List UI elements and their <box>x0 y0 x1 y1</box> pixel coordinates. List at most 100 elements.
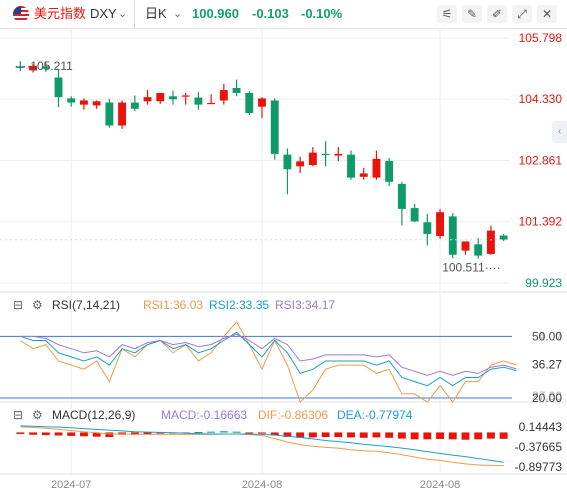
rsi-y-tick-overlap: 27.00 <box>532 389 562 403</box>
macd-bar <box>92 432 101 437</box>
last-price: 100.960 <box>192 6 239 21</box>
y-tick-label: 99.923 <box>525 276 562 290</box>
dif-line <box>20 426 504 466</box>
price-change: -0.103 <box>252 6 289 21</box>
macd-bar <box>448 432 457 440</box>
gear-icon[interactable]: ⚙ <box>32 408 43 422</box>
gear-icon[interactable]: ⚙ <box>32 298 43 312</box>
fullscreen-icon[interactable]: ⤢ <box>512 5 532 23</box>
macd-bar <box>423 432 432 440</box>
y-tick-label: 102.861 <box>519 153 563 167</box>
candle <box>16 66 25 68</box>
macd-bar <box>219 431 228 433</box>
candle <box>80 100 88 105</box>
dea-legend: DEA:-0.77974 <box>337 408 413 422</box>
candle <box>156 92 165 102</box>
candle <box>105 102 114 126</box>
macd-y-tick: -0.89773 <box>515 460 563 474</box>
macd-y-tick: 0.14443 <box>519 420 563 434</box>
candle <box>270 100 279 154</box>
collapse-icon[interactable]: ⊟ <box>13 408 24 422</box>
macd-bar <box>486 432 495 439</box>
candle <box>207 102 216 105</box>
macd-bar <box>130 432 139 435</box>
chart-settings-icon[interactable]: ⚟ <box>437 5 457 23</box>
collapse-icon[interactable]: ⊟ <box>13 298 24 312</box>
macd-bar <box>207 431 216 433</box>
chevron-down-icon[interactable]: ⌄ <box>173 8 183 20</box>
candle <box>486 230 495 254</box>
macd-bar <box>347 432 355 438</box>
macd-bar <box>194 432 203 434</box>
candle <box>29 65 38 71</box>
candle <box>474 244 483 256</box>
rsi-y-tick: 20.00 <box>532 391 562 405</box>
candle <box>232 87 241 93</box>
rsi-y-tick-overlap: 54.07 <box>532 329 562 343</box>
candle <box>258 98 266 107</box>
candle <box>92 101 101 106</box>
us-flag-icon <box>13 6 29 22</box>
candle <box>334 153 343 156</box>
candle <box>448 216 457 255</box>
rsi2-legend: RSI2:33.35 <box>209 298 270 312</box>
macd-bar <box>54 432 63 436</box>
close-icon[interactable]: ✕ <box>537 5 557 23</box>
chevron-down-icon[interactable]: ⌄ <box>118 8 128 20</box>
y-tick-label: 105.798 <box>519 31 563 45</box>
chart-header: 美元指数 DXY ⌄ 日K ⌄ 100.960 -0.103 -0.10% ⚟ … <box>0 0 567 29</box>
index-name: 美元指数 <box>34 6 87 21</box>
high-annotation: ····105.211 <box>14 59 73 73</box>
paint-icon[interactable]: ✐ <box>487 5 507 23</box>
macd-bar <box>67 432 76 436</box>
macd-bar <box>321 432 330 438</box>
period-selector[interactable]: 日K <box>145 6 167 21</box>
macd-bar <box>105 432 114 438</box>
candle <box>181 95 190 97</box>
candle <box>423 222 432 234</box>
dea-line <box>20 425 504 463</box>
draw-tool-icon[interactable]: ✎ <box>462 5 482 23</box>
macd-bar <box>397 432 406 439</box>
macd-bar <box>474 432 483 440</box>
candle <box>321 153 330 156</box>
macd-bar <box>16 432 25 434</box>
candle <box>41 66 50 69</box>
x-tick-label: 2024-08 <box>420 479 460 491</box>
macd-bar <box>385 432 394 438</box>
y-tick-label: 104.330 <box>519 92 563 106</box>
low-annotation: 100.511···· <box>442 261 500 275</box>
candle <box>499 235 508 240</box>
macd-bar <box>499 432 508 439</box>
chevron-left-icon[interactable]: ‹ <box>552 121 567 143</box>
candle <box>385 160 394 182</box>
macd-legend: MACD:-0.16663 <box>161 408 248 422</box>
candle <box>118 102 127 126</box>
rsi-y-tick: 50.00 <box>532 329 562 343</box>
candle <box>283 154 292 170</box>
macd-bar <box>232 431 241 433</box>
macd-bar <box>41 432 50 436</box>
macd-bar <box>372 432 381 438</box>
macd-y-tick: -0.37665 <box>515 440 563 454</box>
candle <box>219 90 228 101</box>
candle <box>54 77 63 98</box>
candle <box>194 97 203 105</box>
symbol-selector[interactable]: DXY <box>90 6 117 21</box>
macd-bar <box>410 432 419 440</box>
rsi3-legend: RSI3:34.17 <box>275 298 336 312</box>
price-change-pct: -0.10% <box>301 6 343 21</box>
macd-bar <box>270 432 279 436</box>
candle <box>461 241 470 251</box>
dif-legend: DIF:-0.86306 <box>258 408 329 422</box>
macd-bar <box>258 432 266 434</box>
candle <box>347 154 355 178</box>
macd-header: ⊟ ⚙ MACD(12,26,9) MACD:-0.16663 DIF:-0.8… <box>0 407 567 423</box>
macd-bar <box>436 432 444 439</box>
macd-bar <box>296 432 305 438</box>
candle <box>296 161 305 167</box>
macd-bar <box>143 432 152 435</box>
divider <box>134 0 135 28</box>
candle <box>67 98 76 103</box>
